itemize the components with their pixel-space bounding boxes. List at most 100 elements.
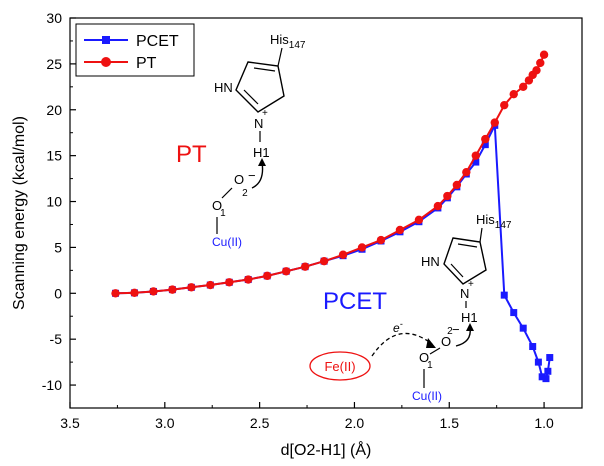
legend-marker-pcet: [102, 36, 110, 44]
data-point-pt: [168, 285, 177, 294]
data-point-pt: [532, 66, 541, 75]
data-point-pcet: [481, 141, 489, 149]
data-point-pt: [395, 225, 405, 235]
y-tick-label: 30: [46, 10, 62, 26]
cu-label-upper: Cu(II): [212, 235, 242, 249]
x-tick-label: 2.0: [345, 415, 365, 431]
his-bond-lower: [479, 227, 483, 243]
o-o-bond-upper: [221, 187, 233, 199]
data-point-pt: [111, 289, 120, 298]
h1-label-lower: H1: [461, 310, 478, 325]
h1-label-upper: H1: [253, 145, 270, 160]
data-point-pcet: [542, 375, 550, 383]
electron-transfer-arrow: [371, 332, 433, 357]
legend-label-pt: PT: [136, 55, 157, 72]
data-point-pt: [206, 280, 215, 290]
n-plus-lower: +: [468, 279, 474, 290]
fe-ellipse: [309, 351, 371, 381]
o-o-bond-lower: [429, 347, 441, 355]
data-point-pcet: [519, 324, 527, 332]
data-point-pt: [519, 82, 528, 92]
data-point-pt: [281, 267, 291, 276]
data-point-pt: [130, 288, 139, 298]
y-tick-label: -10: [42, 377, 62, 393]
y-tick-label: 10: [46, 194, 62, 210]
data-point-pcet: [544, 367, 552, 375]
pcet-region-label: PCET: [323, 288, 387, 315]
data-point-pt: [500, 100, 509, 110]
ring-double-bond-upper: [253, 67, 276, 72]
his-bond-upper: [277, 47, 283, 67]
data-point-pt: [443, 191, 452, 201]
data-point-pt: [149, 287, 158, 296]
legend-marker-pt: [101, 57, 111, 67]
y-axis-title: Scanning energy (kcal/mol): [11, 116, 28, 310]
fe-label: Fe(II): [324, 359, 355, 374]
data-point-pt: [300, 262, 310, 271]
n-label-lower: N: [460, 286, 469, 301]
ring-double-bond-lower: [457, 243, 478, 248]
legend: PCET PT: [75, 23, 195, 77]
y-tick-label: -5: [50, 331, 63, 347]
data-point-pt: [490, 118, 499, 127]
data-point-pcet: [529, 343, 537, 351]
data-point-pt: [187, 283, 196, 292]
data-point-pt: [225, 278, 234, 287]
y-tick-label: 0: [54, 285, 62, 301]
data-point-pcet: [546, 354, 554, 362]
data-point-pt: [462, 167, 471, 177]
data-point-pt: [471, 151, 481, 160]
x-tick-label: 3.0: [155, 415, 175, 431]
electron-label: e-: [393, 319, 403, 335]
data-point-pt: [244, 275, 253, 284]
proton-arrowhead-lower: [466, 323, 474, 331]
data-point-pt: [452, 180, 462, 190]
x-tick-label: 1.0: [534, 415, 554, 431]
data-point-pcet: [500, 291, 508, 299]
plot-frame: [69, 17, 583, 409]
cu-label-lower: Cu(II): [412, 389, 442, 403]
data-point-pt: [536, 58, 545, 68]
data-point-pt: [414, 215, 424, 225]
hn-label-lower: HN: [421, 254, 440, 269]
data-point-pt: [433, 201, 443, 211]
his-label-lower: His147: [476, 212, 512, 231]
hn-label-upper: HN: [214, 80, 233, 95]
series-layer: [111, 50, 554, 383]
o2-minus-lower: −: [452, 322, 460, 337]
pt-region-label: PT: [176, 141, 207, 168]
imidazole-ring-lower: [443, 237, 487, 285]
y-tick-label: 25: [46, 56, 62, 72]
data-point-pcet: [538, 373, 546, 381]
y-tick-label: 5: [54, 239, 62, 255]
y-axis-ticks: -10 -5 0 5 10 15 20 25 30: [42, 10, 76, 393]
n-label-upper: N: [254, 116, 263, 131]
data-point-pcet: [534, 358, 542, 366]
his-label-upper: His147: [270, 32, 306, 51]
ring-double-bond2-lower: [450, 263, 464, 278]
ring-double-bond2-upper: [243, 89, 259, 105]
legend-box: [75, 23, 195, 77]
proton-arrowhead-upper: [258, 158, 266, 166]
data-point-pt: [319, 256, 329, 266]
electron-arrowhead: [426, 338, 436, 348]
imidazole-ring-upper: [235, 61, 285, 113]
data-point-pcet: [472, 158, 480, 166]
data-point-pt: [263, 271, 272, 281]
data-point-pt: [481, 134, 490, 144]
data-point-pt: [509, 89, 518, 99]
data-point-pcet: [510, 309, 518, 317]
data-point-pt: [539, 50, 549, 59]
y-tick-label: 15: [46, 148, 62, 164]
x-axis-title: d[O2-H1] (Å): [281, 440, 372, 459]
x-tick-label: 3.5: [60, 415, 80, 431]
data-point-pt: [338, 250, 348, 259]
data-point-pt: [376, 235, 386, 245]
x-tick-label: 1.5: [440, 415, 460, 431]
x-tick-label: 2.5: [250, 415, 270, 431]
